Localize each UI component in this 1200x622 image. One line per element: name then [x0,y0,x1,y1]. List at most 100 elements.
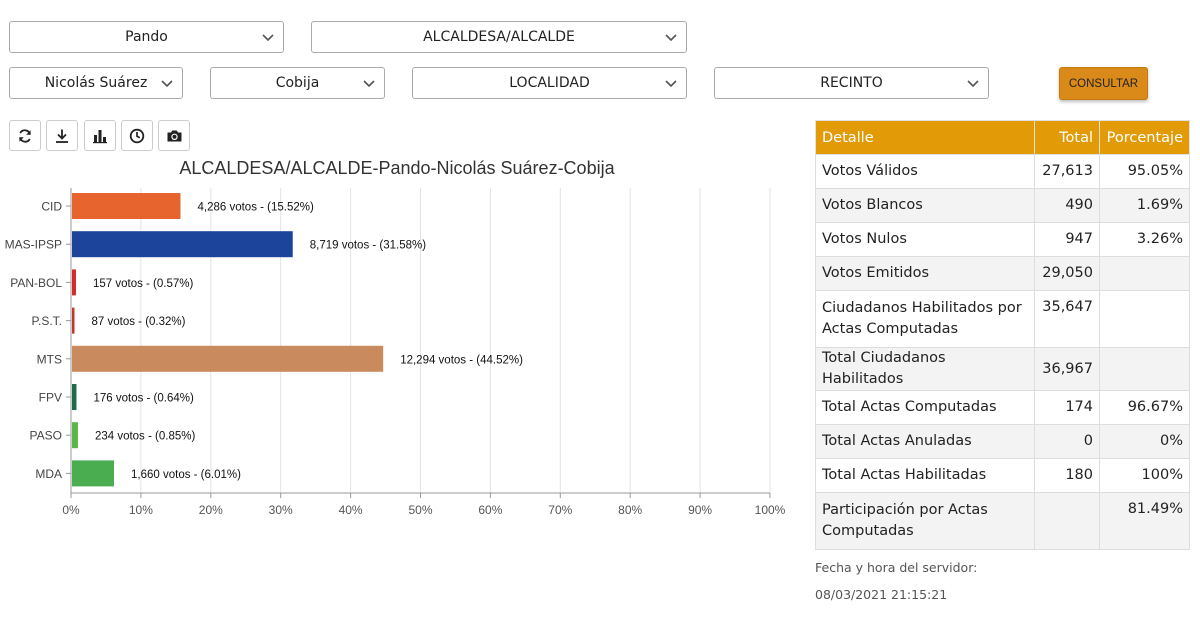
row-percent: 3.26% [1099,222,1190,257]
bar [72,193,181,219]
row-total: 36,967 [1034,347,1100,391]
row-label: Ciudadanos Habilitados por Actas Computa… [814,290,1036,348]
x-tick-label: 50% [408,503,432,517]
header-porcentaje: Porcentaje [1099,120,1190,155]
x-tick-label: 10% [129,503,153,517]
y-category-label: MTS [37,352,62,366]
recinto-select[interactable]: RECINTO [714,67,989,99]
bar [72,231,293,258]
chart-title: ALCALDESA/ALCALDE-Pando-Nicolás Suárez-C… [179,158,615,178]
localidad-select[interactable]: LOCALIDAD [412,67,687,99]
bar-data-label: 87 votos - (0.32%) [92,316,186,328]
camera-icon [166,128,183,144]
row-label: Votos Válidos [814,154,1036,189]
row-label: Participación por Actas Computadas [814,492,1036,550]
x-tick-label: 100% [755,503,786,517]
x-tick-label: 60% [478,503,502,517]
recinto-value: RECINTO [820,75,883,91]
municipio-value: Cobija [275,75,320,91]
bar-chart-button[interactable] [84,120,116,151]
provincia-value: Nicolás Suárez [44,75,148,91]
y-category-label: FPV [39,391,62,405]
row-percent: 81.49% [1099,492,1190,550]
table-row: Votos Emitidos 29,050 [814,256,1190,291]
row-percent: 1.69% [1099,188,1190,223]
bar-data-label: 234 votos - (0.85%) [95,431,196,443]
row-total: 947 [1034,222,1100,257]
summary-header-row: Detalle Total Porcentaje [814,120,1190,155]
row-total [1034,492,1100,550]
download-button[interactable] [46,120,78,151]
x-tick-label: 70% [548,503,572,517]
table-row: Total Actas Habilitadas 180 100% [814,458,1190,493]
bar [72,422,78,449]
y-category-label: MDA [35,467,62,481]
chart-bars: CID 4,286 votos - (15.52%) MAS-IPSP 8,719 v… [5,193,523,487]
chevron-down-icon [362,76,376,90]
table-row: Ciudadanos Habilitados por Actas Computa… [814,290,1190,348]
x-tick-label: 20% [199,503,223,517]
server-time-value: 08/03/2021 21:15:21 [815,587,948,602]
screenshot-button[interactable] [158,120,190,151]
results-bar-chart: ALCALDESA/ALCALDE-Pando-Nicolás Suárez-C… [5,158,786,517]
row-percent: 0% [1099,424,1190,459]
y-category-label: MAS-IPSP [5,238,62,252]
clock-icon [129,128,145,144]
row-total: 35,647 [1034,290,1100,348]
bar [72,384,77,410]
x-tick-label: 80% [618,503,642,517]
departamento-select[interactable]: Pando [9,21,284,53]
chevron-down-icon [664,76,678,90]
download-icon [54,128,70,144]
bar-chart-icon [92,128,108,144]
y-category-label: PAN-BOL [10,276,62,290]
y-category-label: PASO [30,429,62,443]
chevron-down-icon [160,76,174,90]
row-label: Total Actas Computadas [814,390,1036,425]
table-row: Total Ciudadanos Habilitados 36,967 [814,347,1190,391]
bar-data-label: 1,660 votos - (6.01%) [131,469,241,481]
bar-data-label: 12,294 votos - (44.52%) [400,354,523,366]
bar [72,345,384,372]
server-time-label: Fecha y hora del servidor: [815,560,978,575]
x-tick-label: 40% [339,503,363,517]
row-percent [1099,290,1190,348]
bar [72,307,75,334]
row-label: Total Actas Anuladas [814,424,1036,459]
row-percent [1099,256,1190,291]
x-tick-label: 0% [62,503,80,517]
bar-data-label: 157 votos - (0.57%) [93,278,194,290]
table-row: Total Actas Computadas 174 96.67% [814,390,1190,425]
table-row: Participación por Actas Computadas 81.49… [814,492,1190,550]
chevron-down-icon [966,76,980,90]
provincia-select[interactable]: Nicolás Suárez [9,67,183,99]
x-tick-label: 90% [688,503,712,517]
bar-data-label: 8,719 votos - (31.58%) [310,240,427,252]
row-total: 27,613 [1034,154,1100,189]
consultar-label: CONSULTAR [1068,77,1139,90]
bar [72,269,76,296]
row-percent: 95.05% [1099,154,1190,189]
chart-x-ticks: 0% 10% 20% 30% 40% 50% 60% 70% 80% 90% 100% [62,493,786,517]
consultar-button[interactable]: CONSULTAR [1059,67,1148,100]
row-label: Votos Emitidos [814,256,1036,291]
municipio-select[interactable]: Cobija [210,67,385,99]
refresh-button[interactable] [9,120,41,151]
row-total: 0 [1034,424,1100,459]
table-row: Votos Válidos 27,613 95.05% [814,154,1190,189]
history-button[interactable] [121,120,153,151]
row-percent: 96.67% [1099,390,1190,425]
table-row: Total Actas Anuladas 0 0% [814,424,1190,459]
header-total: Total [1034,120,1100,155]
chevron-down-icon [664,30,678,44]
table-row: Votos Blancos 490 1.69% [814,188,1190,223]
header-detalle: Detalle [814,120,1036,155]
row-total: 490 [1034,188,1100,223]
cargo-select[interactable]: ALCALDESA/ALCALDE [311,21,687,53]
refresh-icon [17,128,33,144]
summary-table: Detalle Total Porcentaje Votos Válidos 2… [814,120,1190,550]
table-row: Votos Nulos 947 3.26% [814,222,1190,257]
row-percent [1099,347,1190,391]
localidad-value: LOCALIDAD [509,75,590,91]
row-percent: 100% [1099,458,1190,493]
